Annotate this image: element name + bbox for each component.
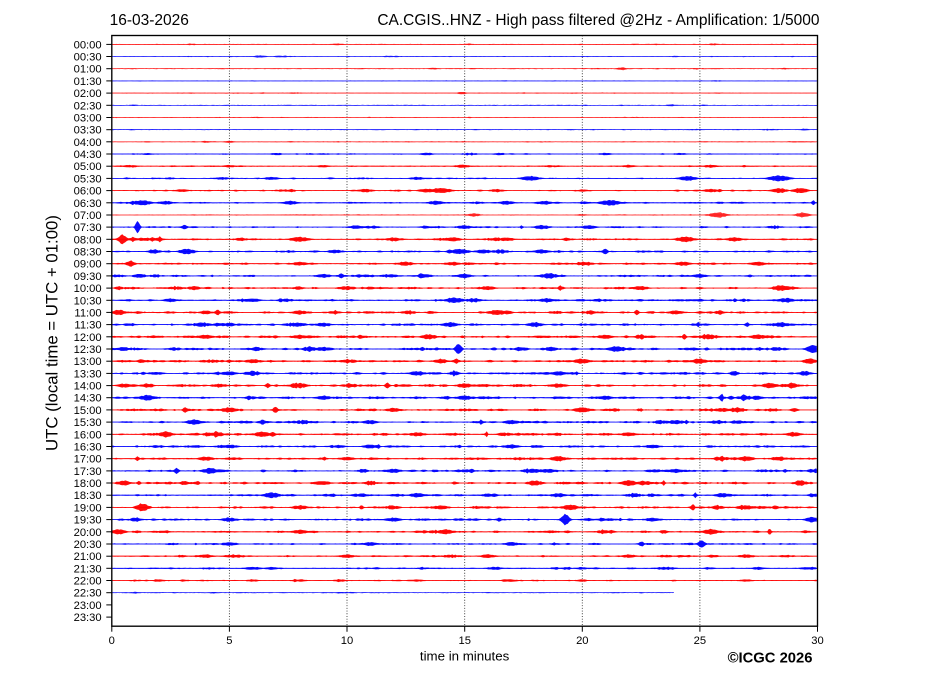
svg-text:14:30: 14:30: [74, 393, 102, 405]
svg-text:20:30: 20:30: [74, 539, 102, 551]
svg-text:23:30: 23:30: [74, 612, 102, 624]
svg-text:21:30: 21:30: [74, 563, 102, 575]
svg-text:09:30: 09:30: [74, 271, 102, 283]
svg-text:UTC (local time = UTC + 01:00): UTC (local time = UTC + 01:00): [43, 215, 62, 451]
svg-text:11:30: 11:30: [74, 320, 101, 332]
svg-text:18:30: 18:30: [74, 490, 102, 502]
svg-text:23:00: 23:00: [74, 600, 102, 612]
svg-text:01:30: 01:30: [74, 76, 102, 88]
svg-text:05:30: 05:30: [74, 173, 102, 185]
svg-text:19:00: 19:00: [74, 502, 102, 514]
svg-text:04:30: 04:30: [74, 149, 102, 161]
svg-text:5: 5: [226, 635, 232, 647]
svg-text:05:00: 05:00: [74, 161, 102, 173]
svg-text:08:30: 08:30: [74, 247, 102, 259]
svg-text:02:30: 02:30: [74, 100, 102, 112]
svg-text:00:30: 00:30: [74, 52, 102, 64]
svg-text:11:00: 11:00: [74, 307, 101, 319]
svg-text:21:00: 21:00: [74, 551, 102, 563]
svg-text:06:30: 06:30: [74, 198, 102, 210]
svg-text:time in minutes: time in minutes: [420, 649, 510, 664]
svg-text:02:00: 02:00: [74, 88, 102, 100]
svg-text:0: 0: [109, 635, 115, 647]
svg-text:22:00: 22:00: [74, 576, 102, 588]
svg-text:10:00: 10:00: [74, 283, 102, 295]
svg-text:15: 15: [458, 635, 470, 647]
svg-text:08:00: 08:00: [74, 234, 102, 246]
svg-text:09:00: 09:00: [74, 259, 102, 271]
svg-text:19:30: 19:30: [74, 515, 102, 527]
svg-text:20: 20: [576, 635, 588, 647]
svg-text:07:00: 07:00: [74, 210, 102, 222]
svg-text:12:00: 12:00: [74, 332, 102, 344]
svg-text:12:30: 12:30: [74, 344, 102, 356]
svg-text:16:00: 16:00: [74, 429, 102, 441]
svg-text:04:00: 04:00: [74, 137, 102, 149]
svg-text:16:30: 16:30: [74, 442, 102, 454]
svg-text:03:30: 03:30: [74, 125, 102, 137]
svg-text:10:30: 10:30: [74, 295, 102, 307]
svg-text:06:00: 06:00: [74, 186, 102, 198]
svg-text:10: 10: [341, 635, 353, 647]
svg-text:01:00: 01:00: [74, 64, 102, 76]
svg-text:18:00: 18:00: [74, 478, 102, 490]
svg-text:17:30: 17:30: [74, 466, 102, 478]
svg-text:07:30: 07:30: [74, 222, 102, 234]
svg-text:00:00: 00:00: [74, 39, 102, 51]
svg-text:15:00: 15:00: [74, 405, 102, 417]
svg-text:30: 30: [811, 635, 823, 647]
svg-text:22:30: 22:30: [74, 588, 102, 600]
svg-text:17:00: 17:00: [74, 454, 102, 466]
svg-text:13:30: 13:30: [74, 368, 102, 380]
svg-text:14:00: 14:00: [74, 381, 102, 393]
svg-text:16-03-2026: 16-03-2026: [110, 12, 189, 29]
svg-text:25: 25: [694, 635, 706, 647]
svg-text:15:30: 15:30: [74, 417, 102, 429]
svg-text:03:00: 03:00: [74, 113, 102, 125]
svg-text:20:00: 20:00: [74, 527, 102, 539]
svg-text:©ICGC 2026: ©ICGC 2026: [728, 651, 813, 667]
svg-text:13:00: 13:00: [74, 356, 102, 368]
svg-text:CA.CGIS..HNZ - High pass filte: CA.CGIS..HNZ - High pass filtered @2Hz -…: [377, 12, 820, 29]
